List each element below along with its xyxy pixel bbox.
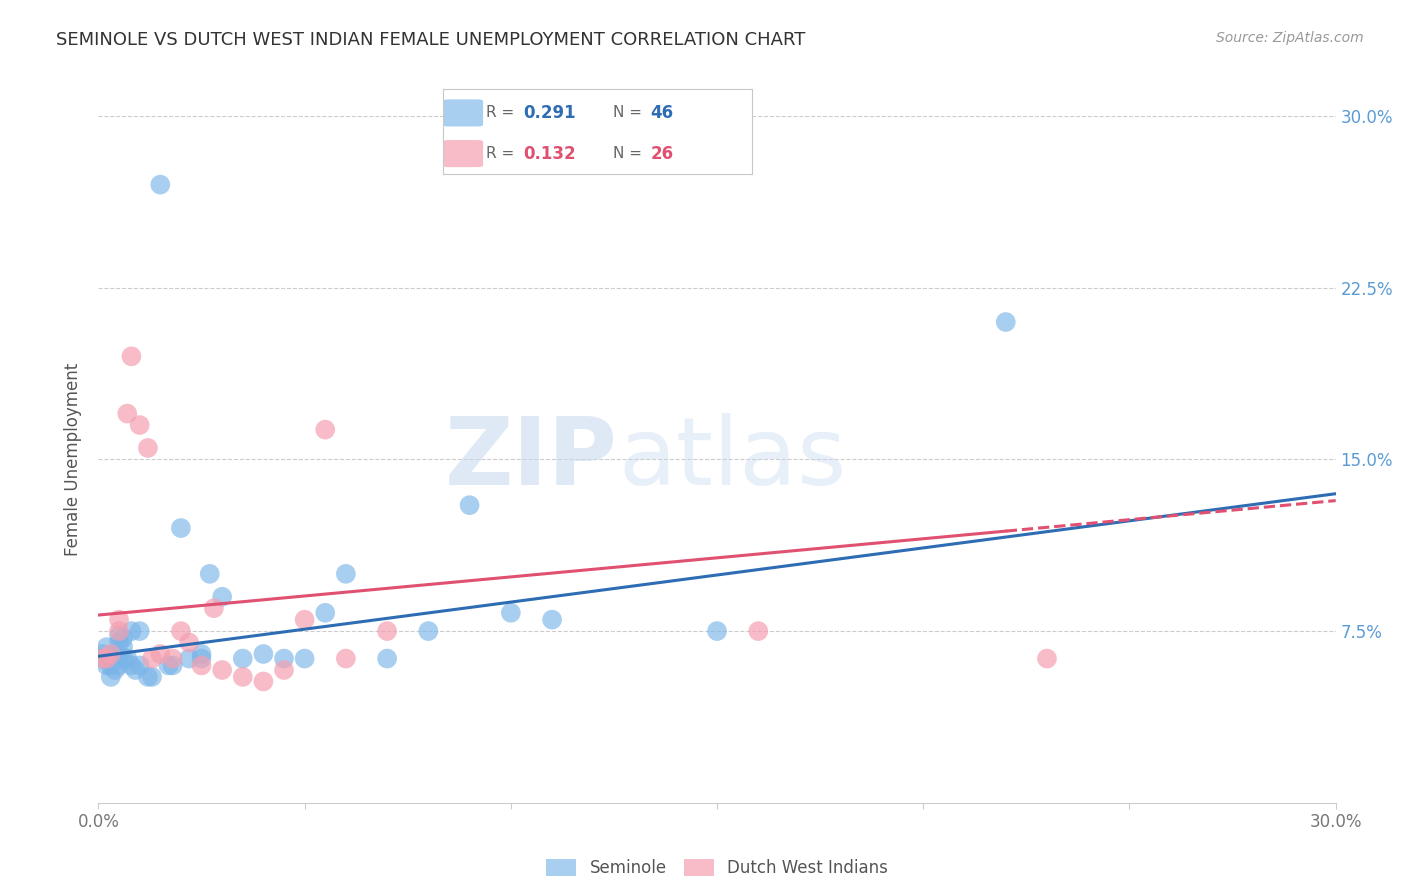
Point (458, 498, 481, 512)
Text: R =: R = (486, 105, 519, 120)
Point (108, 629, 131, 643)
Point (994, 315, 1017, 329)
Point (108, 613, 131, 627)
Point (418, 624, 440, 639)
Point (117, 651, 139, 665)
Point (149, 647, 172, 661)
Point (149, 178, 172, 192)
FancyBboxPatch shape (443, 99, 484, 127)
Point (124, 663, 146, 677)
Text: atlas: atlas (619, 413, 846, 506)
Point (232, 670, 254, 684)
Point (170, 521, 193, 535)
Point (141, 651, 163, 665)
Point (128, 417, 150, 433)
Point (100, 647, 122, 661)
Text: 0.132: 0.132 (523, 145, 576, 162)
Point (170, 624, 193, 639)
Point (314, 606, 336, 620)
Point (112, 640, 135, 654)
Point (211, 590, 233, 604)
Point (108, 658, 131, 673)
Point (211, 663, 233, 677)
Text: SEMINOLE VS DUTCH WEST INDIAN FEMALE UNEMPLOYMENT CORRELATION CHART: SEMINOLE VS DUTCH WEST INDIAN FEMALE UNE… (56, 31, 806, 49)
Point (117, 407, 139, 421)
Point (252, 674, 274, 689)
Point (136, 441, 159, 455)
Point (252, 647, 274, 661)
Point (112, 631, 135, 645)
Point (136, 670, 159, 684)
Point (179, 651, 201, 665)
Point (198, 566, 221, 581)
Text: 46: 46 (650, 104, 673, 122)
Point (335, 566, 357, 581)
Point (706, 624, 728, 639)
Y-axis label: Female Unemployment: Female Unemployment (65, 363, 83, 556)
Point (335, 651, 357, 665)
Point (91, 651, 114, 665)
Point (190, 651, 212, 665)
Point (232, 651, 254, 665)
Point (100, 651, 122, 665)
Point (128, 624, 150, 639)
Point (96, 651, 118, 665)
Point (541, 613, 564, 627)
Point (273, 651, 295, 665)
Point (1036, 651, 1059, 665)
Text: R =: R = (486, 146, 519, 161)
Point (294, 651, 316, 665)
FancyBboxPatch shape (443, 140, 484, 167)
Point (375, 651, 398, 665)
Point (108, 647, 131, 661)
Point (162, 658, 184, 673)
Point (202, 601, 225, 615)
Point (375, 624, 398, 639)
Point (91, 647, 114, 661)
Point (104, 647, 127, 661)
Point (96, 640, 118, 654)
Point (273, 663, 295, 677)
Point (294, 613, 316, 627)
Point (162, 651, 184, 665)
Point (100, 658, 122, 673)
Point (128, 658, 150, 673)
Text: Source: ZipAtlas.com: Source: ZipAtlas.com (1216, 31, 1364, 45)
Point (190, 658, 212, 673)
Text: 0.291: 0.291 (523, 104, 576, 122)
Point (120, 350, 142, 364)
Point (91, 651, 114, 665)
Text: ZIP: ZIP (446, 413, 619, 506)
Point (190, 647, 212, 661)
Text: N =: N = (613, 146, 647, 161)
Legend: Seminole, Dutch West Indians: Seminole, Dutch West Indians (540, 852, 894, 884)
Text: N =: N = (613, 105, 647, 120)
Point (120, 624, 142, 639)
Point (120, 658, 142, 673)
Text: 26: 26 (650, 145, 673, 162)
Point (499, 606, 522, 620)
Point (96, 658, 118, 673)
Point (179, 635, 201, 649)
Point (108, 635, 131, 649)
Point (112, 651, 135, 665)
Point (157, 658, 180, 673)
Point (141, 670, 163, 684)
Point (314, 423, 336, 437)
Point (100, 670, 122, 684)
Point (108, 624, 131, 639)
Point (104, 663, 127, 677)
Point (747, 624, 769, 639)
